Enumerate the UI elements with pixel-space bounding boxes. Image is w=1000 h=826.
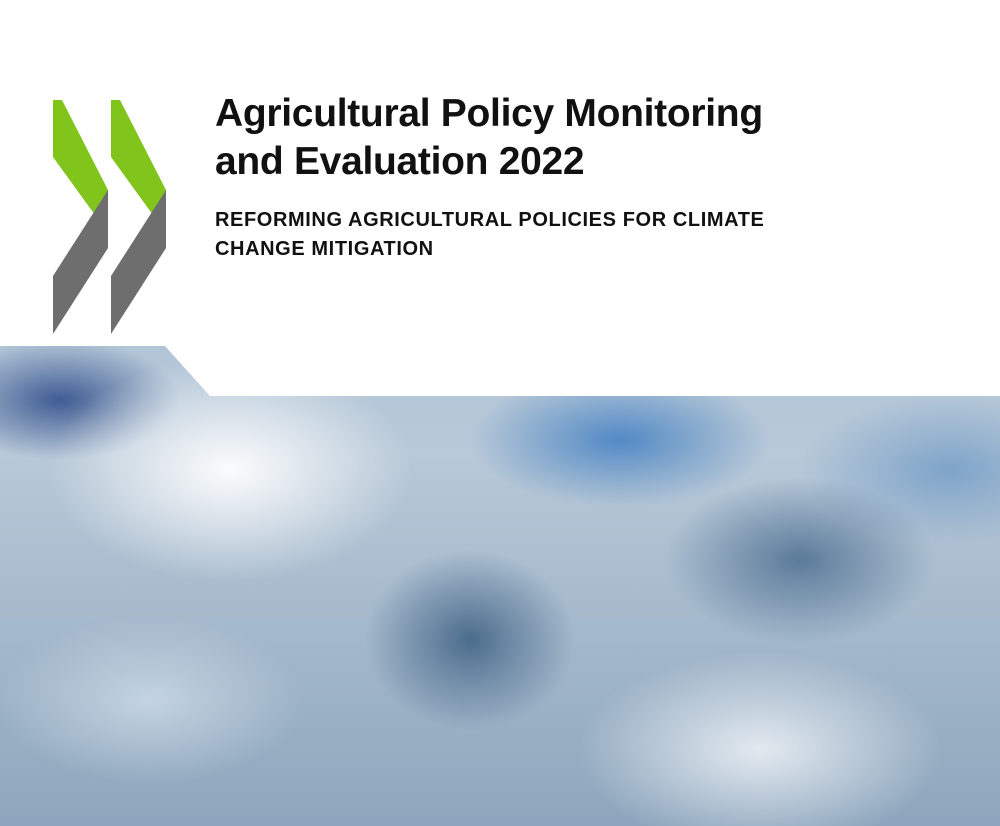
chevron-right-icon xyxy=(111,100,166,334)
chevron-left-icon xyxy=(53,100,108,334)
cover-title: Agricultural Policy Monitoring and Evalu… xyxy=(215,90,763,186)
subtitle-line: CHANGE MITIGATION xyxy=(215,238,434,260)
oecd-logo-icon xyxy=(53,100,166,334)
cover-subtitle: REFORMING AGRICULTURAL POLICIES FOR CLIM… xyxy=(215,206,764,264)
subtitle-line: REFORMING AGRICULTURAL POLICIES FOR CLIM… xyxy=(215,209,765,231)
title-line: Agricultural Policy Monitoring xyxy=(215,92,763,135)
cover-header-panel xyxy=(0,0,1000,396)
title-line: and Evaluation 2022 xyxy=(215,140,585,183)
